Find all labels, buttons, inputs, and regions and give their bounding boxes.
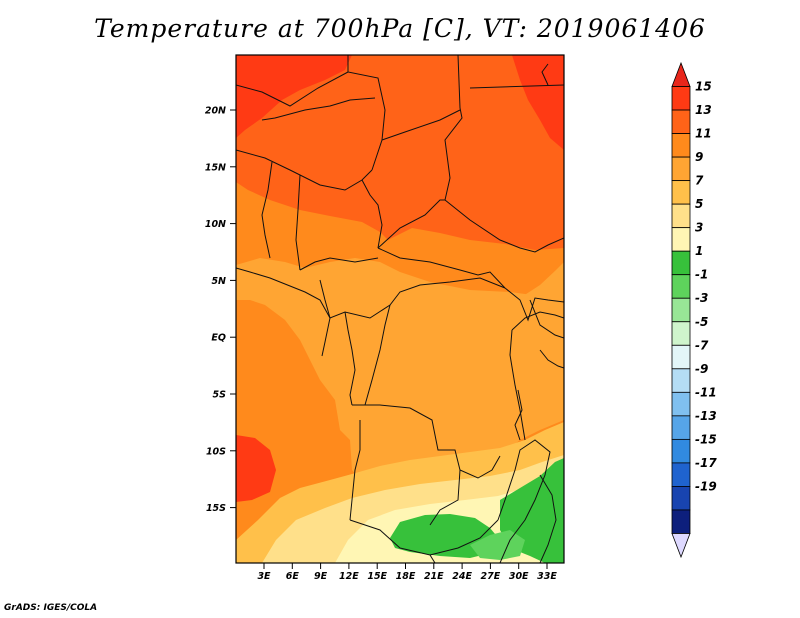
colorbar-label: -15 [695,432,717,446]
lat-label: 10N [205,219,226,230]
colorbar-label: -7 [695,338,709,352]
colorbar-swatch [671,321,691,346]
colorbar-label: -5 [695,315,708,329]
colorbar-swatch [671,533,691,559]
colorbar-swatch [671,274,691,299]
temperature-shading [236,55,564,563]
colorbar-swatch [671,133,691,158]
lat-label: 5S [213,390,227,401]
colorbar-swatch [671,109,691,134]
lon-label: 30E [509,571,529,582]
colorbar-swatch [671,415,691,440]
grads-credit: GrADS: IGES/COLA [4,603,98,613]
colorbar-label: -11 [695,385,717,399]
colorbar-label: 7 [695,174,704,188]
colorbar-label: -19 [695,479,717,493]
colorbar-swatch [671,156,691,182]
colorbar-swatch [671,61,691,87]
map-title: Temperature at 700hPa [C], VT: 201906140… [94,14,706,43]
lon-label: 27E [481,571,501,582]
lon-label: 24E [452,571,472,582]
lon-label: 6E [286,571,300,582]
shade-13-15-northwest [236,55,352,138]
colorbar-swatch [671,438,691,464]
shade-7-9-north-ethiopia [520,262,564,340]
colorbar-label: 13 [695,103,712,117]
colorbar-swatch [671,368,691,393]
lon-label: 18E [396,571,416,582]
colorbar-swatch [671,86,691,111]
colorbar-label: 1 [695,244,703,258]
colorbar: 15 13 11 9 7 5 3 1 -1 -3 -5 -7 -9 -11 -13 -15 -17 -19 [671,61,717,559]
lat-label: EQ [211,333,226,344]
colorbar-label: 5 [695,197,703,211]
lon-label: 3E [257,571,271,582]
colorbar-label: -1 [695,268,708,282]
colorbar-swatch [671,297,691,323]
colorbar-label: 15 [695,80,712,94]
colorbar-swatch [671,344,691,370]
latitude-axis: 20N 15N 10N 5N EQ 5S 10S 15S [205,106,236,514]
colorbar-swatch [671,227,691,252]
colorbar-swatch [671,250,691,276]
shade-7-9-central [236,258,564,488]
colorbar-label: 9 [695,150,703,164]
map-frame [235,54,565,564]
longitude-axis: 3E 6E 9E 12E 15E 18E 21E 24E 27E 30E 33E [257,563,557,582]
lon-label: 33E [537,571,557,582]
colorbar-swatch [671,180,691,205]
shade-11-13-north [236,55,564,250]
lat-label: 20N [205,106,226,117]
lat-label: 15S [206,503,226,514]
colorbar-swatch [671,486,691,511]
colorbar-swatch [671,462,691,487]
lat-label: 15N [205,162,226,173]
lon-label: 21E [424,571,444,582]
lon-label: 12E [339,571,359,582]
colorbar-swatch [671,203,691,229]
lon-label: 15E [367,571,387,582]
lat-label: 5N [211,276,226,287]
colorbar-label: -3 [695,291,708,305]
colorbar-label: -17 [695,456,717,470]
colorbar-label: 3 [695,221,703,235]
colorbar-label: -9 [695,362,708,376]
lon-label: 9E [314,571,328,582]
boundaries [236,55,564,563]
lat-label: 10S [206,446,226,457]
colorbar-swatch [671,509,691,534]
shade-13-15-northeast [512,55,564,150]
colorbar-label: 11 [695,127,712,141]
colorbar-swatch [671,391,691,417]
colorbar-label: -13 [695,409,717,423]
shade-13-15-west [236,435,276,502]
